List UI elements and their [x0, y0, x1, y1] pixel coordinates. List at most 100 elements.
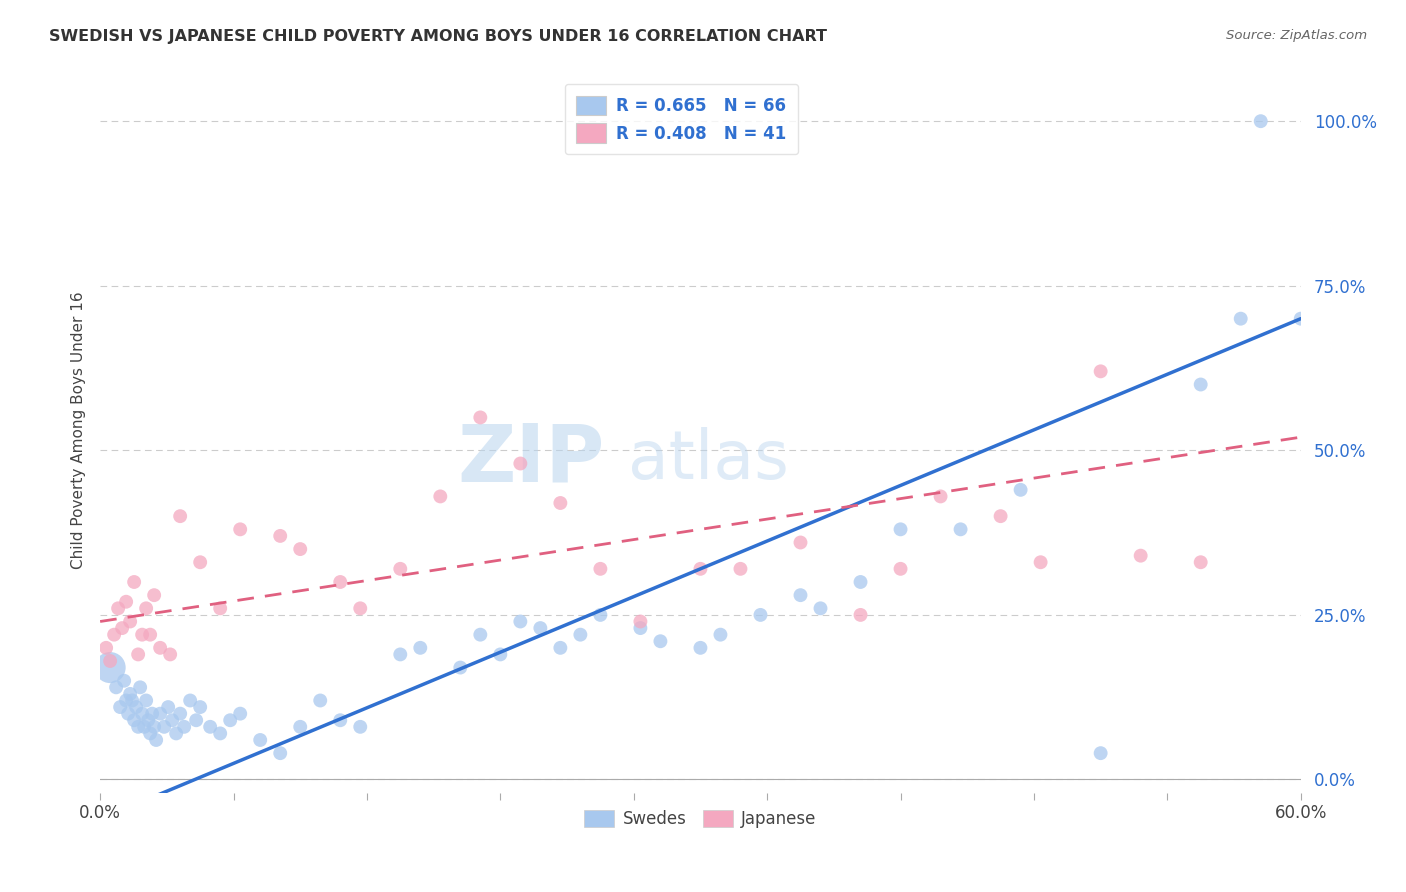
Point	[134, 720, 156, 734]
Point	[550, 496, 572, 510]
Point	[489, 648, 512, 662]
Point	[131, 628, 153, 642]
Point	[389, 562, 412, 576]
Point	[209, 601, 232, 615]
Point	[127, 720, 149, 734]
Point	[145, 733, 167, 747]
Point	[169, 509, 191, 524]
Point	[125, 700, 148, 714]
Point	[628, 615, 651, 629]
Point	[98, 654, 121, 668]
Point	[550, 640, 572, 655]
Point	[120, 615, 142, 629]
Point	[115, 595, 138, 609]
Point	[188, 700, 211, 714]
Point	[509, 457, 531, 471]
Point	[153, 720, 176, 734]
Point	[849, 574, 872, 589]
Point	[1010, 483, 1032, 497]
Point	[219, 713, 242, 727]
Point	[1189, 377, 1212, 392]
Point	[131, 706, 153, 721]
Point	[389, 648, 412, 662]
Point	[139, 726, 162, 740]
Point	[157, 700, 180, 714]
Point	[409, 640, 432, 655]
Point	[329, 713, 352, 727]
Point	[160, 713, 183, 727]
Point	[249, 733, 271, 747]
Text: atlas: atlas	[628, 426, 789, 492]
Point	[141, 706, 163, 721]
Point	[290, 720, 312, 734]
Point	[105, 681, 128, 695]
Y-axis label: Child Poverty Among Boys Under 16: Child Poverty Among Boys Under 16	[72, 292, 86, 569]
Point	[122, 574, 145, 589]
Point	[1090, 364, 1112, 378]
Text: Source: ZipAtlas.com: Source: ZipAtlas.com	[1226, 29, 1367, 42]
Point	[589, 607, 612, 622]
Point	[1250, 114, 1272, 128]
Point	[1029, 555, 1052, 569]
Point	[179, 693, 201, 707]
Point	[349, 601, 371, 615]
Point	[117, 706, 139, 721]
Point	[108, 700, 131, 714]
Point	[103, 628, 125, 642]
Point	[789, 588, 811, 602]
Point	[173, 720, 195, 734]
Point	[1229, 311, 1251, 326]
Point	[849, 607, 872, 622]
Point	[136, 713, 159, 727]
Point	[229, 522, 252, 536]
Point	[309, 693, 332, 707]
Point	[188, 555, 211, 569]
Point	[149, 640, 172, 655]
Point	[127, 648, 149, 662]
Point	[1090, 746, 1112, 760]
Text: ZIP: ZIP	[457, 420, 605, 499]
Point	[143, 588, 166, 602]
Point	[121, 693, 143, 707]
Point	[689, 640, 711, 655]
Point	[889, 562, 911, 576]
Point	[122, 713, 145, 727]
Point	[449, 660, 471, 674]
Point	[329, 574, 352, 589]
Point	[229, 706, 252, 721]
Point	[569, 628, 592, 642]
Point	[509, 615, 531, 629]
Point	[149, 706, 172, 721]
Point	[589, 562, 612, 576]
Point	[186, 713, 208, 727]
Point	[94, 640, 117, 655]
Point	[1289, 311, 1312, 326]
Point	[209, 726, 232, 740]
Point	[689, 562, 711, 576]
Point	[730, 562, 752, 576]
Point	[290, 542, 312, 557]
Point	[650, 634, 672, 648]
Point	[269, 746, 291, 760]
Point	[349, 720, 371, 734]
Point	[529, 621, 551, 635]
Point	[135, 693, 157, 707]
Point	[709, 628, 731, 642]
Text: SWEDISH VS JAPANESE CHILD POVERTY AMONG BOYS UNDER 16 CORRELATION CHART: SWEDISH VS JAPANESE CHILD POVERTY AMONG …	[49, 29, 827, 44]
Point	[98, 660, 121, 674]
Legend: Swedes, Japanese: Swedes, Japanese	[578, 804, 824, 835]
Point	[159, 648, 181, 662]
Point	[115, 693, 138, 707]
Point	[198, 720, 221, 734]
Point	[929, 490, 952, 504]
Point	[628, 621, 651, 635]
Point	[1189, 555, 1212, 569]
Point	[749, 607, 772, 622]
Point	[1129, 549, 1152, 563]
Point	[111, 621, 134, 635]
Point	[949, 522, 972, 536]
Point	[139, 628, 162, 642]
Point	[269, 529, 291, 543]
Point	[135, 601, 157, 615]
Point	[120, 687, 142, 701]
